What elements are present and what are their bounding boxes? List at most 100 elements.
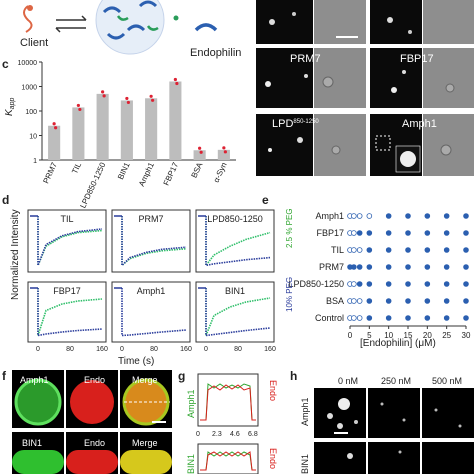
e-legend-25peg: 2.5 % PEG [285, 208, 294, 248]
d-subplot-frame [111, 209, 191, 273]
e-filled-point [385, 247, 392, 253]
endo-droplet [70, 380, 114, 424]
d-subplot-title: TIL [60, 214, 73, 224]
d-prebleach-point [30, 215, 32, 217]
amph1-droplet [14, 378, 62, 426]
e-filled-point [356, 230, 363, 236]
e-row-label: Control [315, 313, 344, 323]
d-subplot-frame [195, 209, 275, 273]
e-filled-point [351, 264, 357, 270]
d-prebleach-point [200, 287, 202, 289]
e-filled-point [385, 230, 392, 236]
f-col-endo-2: Endo [84, 438, 105, 448]
c-category-label: TIL [70, 161, 83, 176]
e-filled-point [463, 298, 469, 304]
e-legend-10peg: 10% PEG [285, 277, 294, 312]
d-subplot-frame [111, 281, 191, 343]
d-xtick-label: 160 [96, 346, 108, 353]
d-series-peg25 [205, 288, 271, 336]
panel-label-f: f [2, 369, 7, 383]
e-filled-point [405, 230, 411, 236]
e-open-point [351, 247, 357, 253]
e-filled-point [443, 281, 450, 287]
c-point [52, 122, 56, 126]
e-filled-point [443, 247, 450, 253]
d-xtick-label: 80 [234, 346, 242, 353]
e-filled-point [443, 230, 450, 236]
d-prebleach-point [198, 287, 200, 289]
e-row-label: LPD850-1250 [288, 279, 344, 289]
c-point [222, 146, 226, 150]
e-xtick-label: 25 [442, 331, 451, 340]
panel-label-e: e [262, 193, 269, 207]
e-xtick-label: 15 [404, 331, 413, 340]
c-point [175, 81, 179, 86]
d-prebleach-point [30, 287, 32, 289]
arrow-back-icon [55, 27, 86, 33]
d-prebleach-point [202, 215, 204, 217]
e-filled-point [366, 315, 373, 321]
c-bar [96, 93, 109, 160]
c-point [76, 103, 80, 108]
amph1-label: Amph1 [402, 118, 437, 130]
d-prebleach-point [118, 215, 120, 217]
e-open-point [356, 298, 363, 304]
e-filled-point [463, 264, 469, 270]
d-series-peg10 [37, 288, 103, 337]
d-xtick-label: 80 [150, 346, 158, 353]
f-col-amph1: Amph1 [20, 375, 49, 385]
e-filled-point [424, 281, 431, 287]
g-legend-amph1: Amph1 [186, 389, 196, 418]
c-bar [72, 107, 85, 160]
e-filled-point [385, 298, 392, 304]
e-filled-point [405, 264, 411, 270]
d-series-peg10 [205, 216, 271, 267]
c-point [223, 150, 227, 154]
e-filled-point [405, 298, 411, 304]
client-label: Client [20, 37, 48, 49]
c-point [173, 77, 177, 82]
c-point [126, 100, 130, 105]
panel-b: PRM7 FBP17 LPD850-1250 Amph1 [256, 0, 474, 176]
chart-e: 0 5 10 15 20 25 30 Amph1 FBP17 TIL PRM7 LPD850-1250… [285, 208, 471, 340]
fbp17-label: FBP17 [400, 53, 434, 65]
d-prebleach-point [114, 215, 116, 217]
c-category-label: α-Syn [212, 161, 229, 184]
chart-d: TIL PRM7 LPD850-1250 FBP17 0 80 160 Amph1 0 80 160… [27, 209, 276, 353]
d-prebleach-point [118, 287, 120, 289]
e-filled-point [405, 281, 411, 287]
e-filled-point [366, 264, 373, 270]
c-ytick-label: 10000 [18, 60, 38, 67]
c-bar [120, 100, 133, 160]
d-series-peg25 [37, 288, 103, 336]
d-prebleach-point [34, 287, 36, 289]
e-filled-point [424, 230, 431, 236]
e-filled-point [443, 298, 450, 304]
e-row-label: FBP17 [316, 228, 344, 238]
c-ytick-label: 1000 [21, 85, 37, 92]
e-open-point [356, 247, 363, 253]
e-xtick-label: 5 [367, 331, 372, 340]
d-xtick-label: 0 [36, 346, 40, 353]
panel-label-h: h [290, 369, 297, 383]
e-filled-point [366, 247, 373, 253]
e-filled-point [424, 247, 431, 253]
e-open-point [351, 230, 357, 236]
e-open-point [351, 213, 357, 219]
panel-label-d: d [2, 193, 9, 207]
c-point [125, 96, 129, 101]
c-category-label: BIN1 [116, 161, 132, 181]
arrow-forward-icon [56, 15, 87, 21]
d-subplot-frame [27, 281, 107, 343]
e-xtick-label: 10 [384, 331, 393, 340]
e-open-point [356, 213, 363, 219]
e-open-point [366, 213, 373, 219]
panel-h: 0 nM 250 nM 500 nM Amph1 BIN1 [300, 376, 474, 474]
e-row-label: PRM7 [319, 262, 344, 272]
client-protein-icon [23, 5, 33, 33]
g-legend-endo: Endo [268, 380, 278, 401]
c-bar [169, 81, 182, 160]
h-row-bin1: BIN1 [300, 454, 310, 474]
